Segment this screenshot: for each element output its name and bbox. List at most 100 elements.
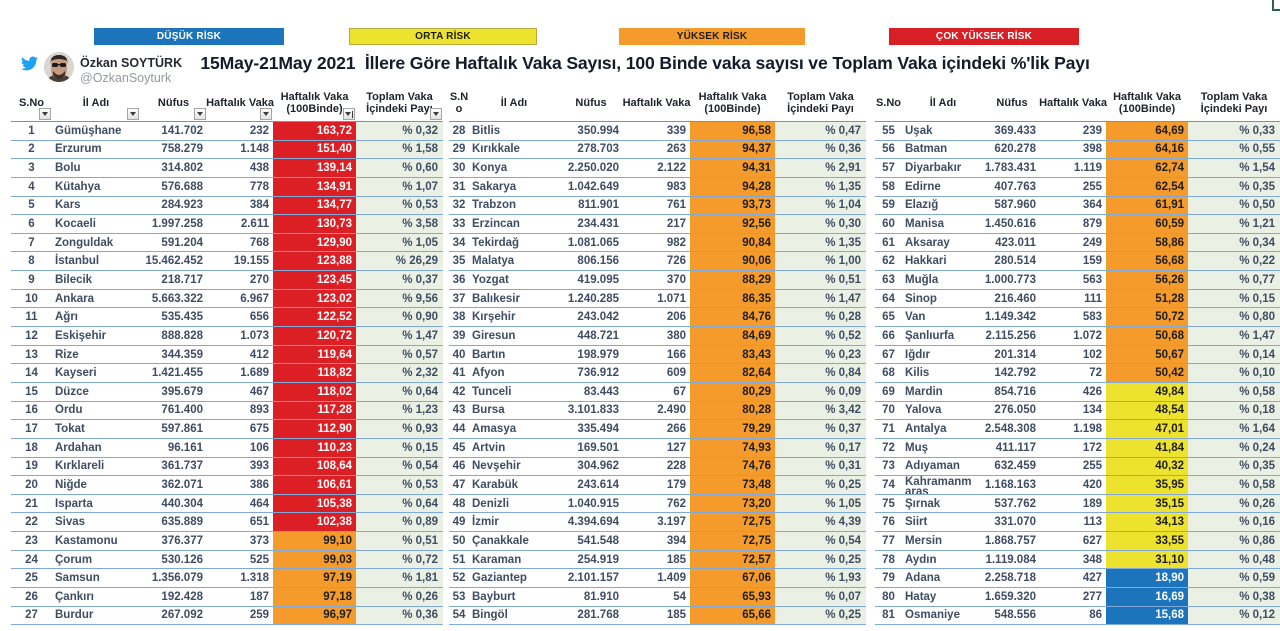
cell-haftalik-vaka[interactable]: 3.197 [623,513,690,533]
cell-vaka-100binde[interactable]: 123,45 [273,271,356,290]
header-pay[interactable]: Toplam Vaka İçindeki Payı [356,85,443,122]
cell-nufus[interactable]: 83.443 [559,382,623,402]
header-sno[interactable]: S.No [449,85,469,122]
cell-haftalik-vaka[interactable]: 255 [1040,457,1106,477]
cell-sno[interactable]: 54 [449,606,469,626]
cell-vaka-100binde[interactable]: 122,52 [273,308,356,328]
cell-sno[interactable]: 45 [449,438,469,458]
cell-nufus[interactable]: 423.011 [984,233,1040,253]
cell-il-adi[interactable]: Sakarya [469,177,559,197]
cell-il-adi[interactable]: Niğde [52,476,140,495]
cell-sno[interactable]: 64 [875,289,902,309]
cell-vaka-100binde[interactable]: 129,90 [273,233,356,253]
cell-nufus[interactable]: 888.828 [140,327,207,346]
cell-sno[interactable]: 52 [449,569,469,589]
cell-vaka-100binde[interactable]: 80,28 [690,401,775,421]
cell-vaka-100binde[interactable]: 90,84 [690,233,775,253]
cell-nufus[interactable]: 344.359 [140,345,207,365]
header-pay[interactable]: Toplam Vaka İçindeki Payı [1188,85,1280,122]
cell-vaka-100binde[interactable]: 80,29 [690,382,775,402]
cell-pay[interactable]: % 0,36 [356,606,443,626]
cell-nufus[interactable]: 1.356.079 [140,569,207,589]
cell-haftalik-vaka[interactable]: 370 [623,271,690,290]
cell-sno[interactable]: 21 [11,494,52,514]
cell-nufus[interactable]: 281.768 [559,606,623,626]
cell-nufus[interactable]: 448.721 [559,327,623,346]
cell-haftalik-vaka[interactable]: 384 [207,196,273,216]
cell-il-adi[interactable]: Kahramanmaraş [902,476,984,495]
cell-pay[interactable]: % 0,25 [775,550,866,570]
cell-pay[interactable]: % 0,23 [775,345,866,365]
cell-haftalik-vaka[interactable]: 6.967 [207,289,273,309]
cell-haftalik-vaka[interactable]: 54 [623,588,690,607]
cell-vaka-100binde[interactable]: 74,93 [690,438,775,458]
cell-vaka-100binde[interactable]: 84,69 [690,327,775,346]
cell-haftalik-vaka[interactable]: 1.689 [207,364,273,383]
cell-sno[interactable]: 49 [449,513,469,533]
cell-pay[interactable]: % 0,28 [775,308,866,328]
cell-sno[interactable]: 36 [449,271,469,290]
cell-pay[interactable]: % 0,48 [1188,550,1280,570]
cell-vaka-100binde[interactable]: 50,42 [1106,364,1188,383]
cell-pay[interactable]: % 0,16 [1188,513,1280,533]
cell-nufus[interactable]: 587.960 [984,196,1040,216]
cell-il-adi[interactable]: Manisa [902,215,984,234]
cell-nufus[interactable]: 2.101.157 [559,569,623,589]
cell-il-adi[interactable]: Trabzon [469,196,559,216]
cell-il-adi[interactable]: Nevşehir [469,457,559,477]
cell-haftalik-vaka[interactable]: 420 [1040,476,1106,495]
cell-nufus[interactable]: 537.762 [984,494,1040,514]
cell-sno[interactable]: 78 [875,550,902,570]
cell-pay[interactable]: % 1,93 [775,569,866,589]
cell-haftalik-vaka[interactable]: 185 [623,606,690,626]
cell-vaka-100binde[interactable]: 47,01 [1106,420,1188,439]
cell-haftalik-vaka[interactable]: 187 [207,588,273,607]
cell-haftalik-vaka[interactable]: 438 [207,159,273,178]
cell-sno[interactable]: 63 [875,271,902,290]
cell-pay[interactable]: % 0,64 [356,382,443,402]
cell-nufus[interactable]: 548.556 [984,606,1040,626]
cell-il-adi[interactable]: Mersin [902,532,984,551]
cell-vaka-100binde[interactable]: 15,68 [1106,606,1188,626]
cell-sno[interactable]: 17 [11,420,52,439]
cell-il-adi[interactable]: Malatya [469,252,559,272]
cell-sno[interactable]: 38 [449,308,469,328]
cell-sno[interactable]: 51 [449,550,469,570]
cell-nufus[interactable]: 620.278 [984,140,1040,160]
cell-vaka-100binde[interactable]: 110,23 [273,438,356,458]
cell-il-adi[interactable]: Şırnak [902,494,984,514]
cell-nufus[interactable]: 141.702 [140,122,207,141]
cell-vaka-100binde[interactable]: 151,40 [273,140,356,160]
cell-vaka-100binde[interactable]: 139,14 [273,159,356,178]
cell-nufus[interactable]: 530.126 [140,550,207,570]
cell-nufus[interactable]: 1.868.757 [984,532,1040,551]
cell-haftalik-vaka[interactable]: 1.119 [1040,159,1106,178]
cell-sno[interactable]: 44 [449,420,469,439]
cell-il-adi[interactable]: Yozgat [469,271,559,290]
cell-pay[interactable]: % 0,26 [356,588,443,607]
cell-pay[interactable]: % 1,23 [356,401,443,421]
cell-il-adi[interactable]: Konya [469,159,559,178]
cell-il-adi[interactable]: Tekirdağ [469,233,559,253]
cell-il-adi[interactable]: Yalova [902,401,984,421]
cell-sno[interactable]: 4 [11,177,52,197]
cell-vaka-100binde[interactable]: 84,76 [690,308,775,328]
cell-pay[interactable]: % 1,35 [775,233,866,253]
cell-haftalik-vaka[interactable]: 263 [623,140,690,160]
cell-sno[interactable]: 48 [449,494,469,514]
cell-vaka-100binde[interactable]: 96,58 [690,122,775,141]
header-pay[interactable]: Toplam Vaka İçindeki Payı [775,85,866,122]
cell-haftalik-vaka[interactable]: 982 [623,233,690,253]
cell-sno[interactable]: 73 [875,457,902,477]
cell-pay[interactable]: % 4,39 [775,513,866,533]
cell-haftalik-vaka[interactable]: 106 [207,438,273,458]
cell-il-adi[interactable]: Balıkesir [469,289,559,309]
cell-haftalik-vaka[interactable]: 113 [1040,513,1106,533]
cell-haftalik-vaka[interactable]: 19.155 [207,252,273,272]
cell-sno[interactable]: 47 [449,476,469,495]
sort-filter-button-vaka-100binde[interactable] [343,108,355,120]
cell-pay[interactable]: % 0,37 [775,420,866,439]
cell-haftalik-vaka[interactable]: 266 [623,420,690,439]
cell-vaka-100binde[interactable]: 97,18 [273,588,356,607]
cell-il-adi[interactable]: Karaman [469,550,559,570]
